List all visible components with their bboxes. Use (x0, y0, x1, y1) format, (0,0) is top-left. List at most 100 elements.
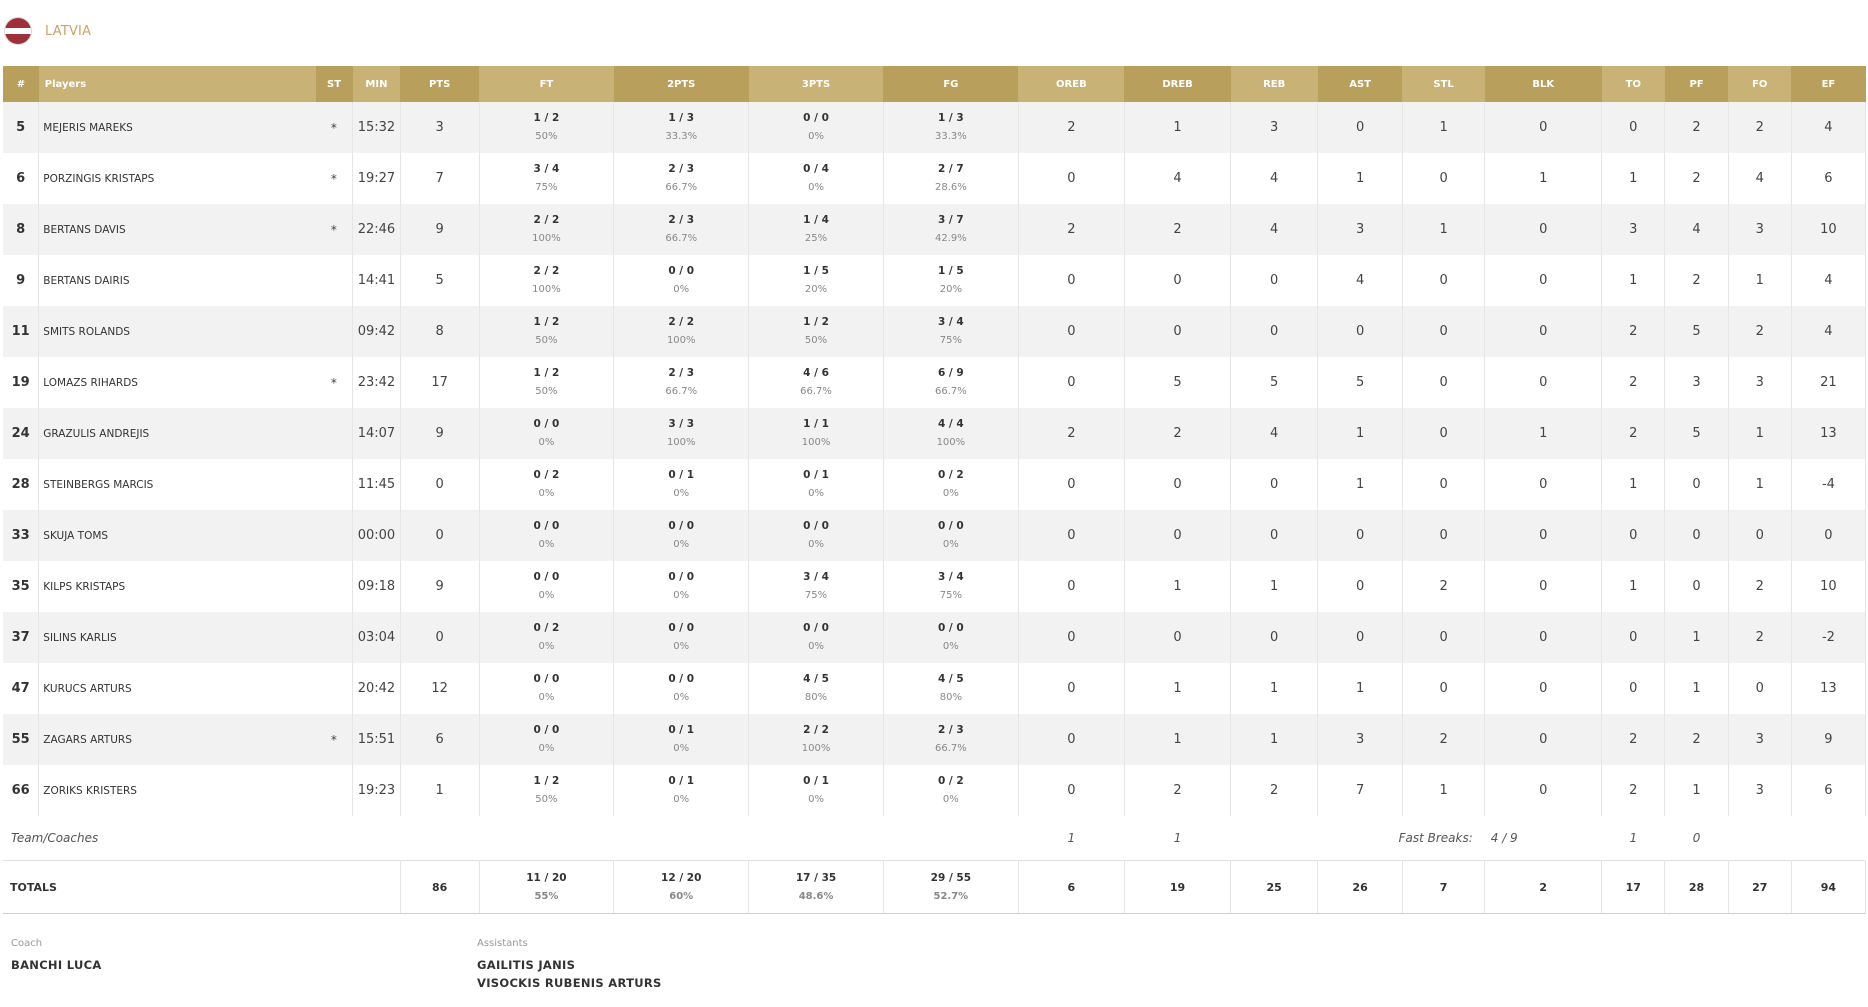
player-name[interactable]: ZORIKS KRISTERS (43, 784, 137, 797)
col-header-stl[interactable]: STL (1402, 66, 1485, 102)
two-pointers: 0 / 0 0% (613, 663, 750, 714)
team-coaches-label: Team/Coaches (3, 816, 1019, 861)
col-header-blk[interactable]: BLK (1484, 66, 1602, 102)
minutes: 20:42 (352, 663, 401, 714)
free-throws-made-attempted: 0 / 2 (533, 622, 560, 634)
field-goals-percentage: 20% (939, 284, 962, 295)
assists: 0 (1317, 102, 1403, 153)
col-header-number[interactable]: # (3, 66, 39, 102)
col-header-fg[interactable]: FG (883, 66, 1019, 102)
starter-mark (315, 765, 354, 816)
col-header-reb[interactable]: REB (1230, 66, 1318, 102)
two-pointers-made-attempted: 0 / 0 (668, 622, 695, 634)
free-throws: 1 / 2 50% (479, 306, 615, 357)
team-name: LATVIA (45, 23, 92, 39)
three-pointers: 3 / 4 75% (748, 561, 884, 612)
field-goals: 3 / 4 75% (883, 306, 1019, 357)
player-row: 24 GRAZULIS ANDREJIS 14:07 9 0 / 0 0% 3 / 3 100… (3, 408, 1867, 459)
steals: 0 (1402, 357, 1486, 408)
efficiency: 21 (1791, 357, 1867, 408)
three-pointers-made-attempted: 1 / 2 (803, 316, 829, 328)
fouls-drawn: 1 (1728, 255, 1792, 306)
two-pointers-made-attempted: 0 / 0 (668, 673, 695, 685)
col-header-fo[interactable]: FO (1728, 66, 1792, 102)
player-name[interactable]: KURUCS ARTURS (43, 682, 132, 695)
rebounds: 0 (1230, 459, 1319, 510)
starter-mark (315, 663, 354, 714)
col-header-pts[interactable]: PTS (400, 66, 480, 102)
blocks: 0 (1484, 255, 1603, 306)
player-name[interactable]: PORZINGIS KRISTAPS (43, 172, 155, 185)
rebounds: 1 (1230, 561, 1319, 612)
turnovers: 1 (1601, 153, 1666, 204)
player-name[interactable]: SILINS KARLIS (38, 612, 316, 663)
col-header-ast[interactable]: AST (1317, 66, 1403, 102)
three-pointers: 0 / 1 0% (748, 765, 884, 816)
player-number: 11 (3, 306, 40, 357)
field-goals-made-attempted: 0 / 0 (937, 622, 964, 634)
points: 1 (400, 765, 480, 816)
free-throws-percentage: 0% (538, 437, 555, 448)
col-header-dreb[interactable]: DREB (1124, 66, 1231, 102)
player-row: 37 SILINS KARLIS 03:04 0 0 / 2 0% 0 / 0 0% 0 / 0… (3, 612, 1867, 663)
col-header-st[interactable]: ST (315, 66, 353, 102)
col-header-ef[interactable]: EF (1791, 66, 1866, 102)
starter-mark (315, 510, 354, 561)
three-pointers: 0 / 4 0% (748, 153, 884, 204)
col-header-min[interactable]: MIN (352, 66, 401, 102)
col-header-players[interactable]: Players (38, 66, 316, 102)
two-pointers-percentage: 0% (673, 539, 690, 550)
col-header-3pts[interactable]: 3PTS (748, 66, 884, 102)
totals-label: TOTALS (3, 860, 401, 914)
starter-mark: * (315, 204, 354, 255)
field-goals-percentage: 42.9% (934, 233, 967, 244)
two-pointers-made-attempted: 2 / 2 (668, 316, 695, 328)
player-name[interactable]: SMITS ROLANDS (38, 306, 316, 357)
player-number: 6 (3, 153, 40, 204)
player-name[interactable]: ZAGARS ARTURS (38, 714, 316, 765)
points: 7 (400, 153, 480, 204)
three-pointers: 0 / 0 0% (748, 102, 884, 153)
points: 3 (400, 102, 480, 153)
two-pointers-made-attempted: 1 / 3 (668, 112, 695, 124)
free-throws-made-attempted: 1 / 2 (533, 112, 560, 124)
total-assists: 26 (1317, 860, 1403, 914)
player-name[interactable]: BERTANS DAIRIS (43, 274, 130, 287)
player-name[interactable]: KILPS KRISTAPS (43, 580, 126, 593)
free-throws-made-attempted: 0 / 0 (533, 571, 560, 583)
field-goals-percentage: 100% (936, 437, 966, 448)
free-throws: 3 / 4 75% (479, 153, 615, 204)
box-score-table: # Players ST MIN PTS FT 2PTS 3PTS FG OREB DREB REB A… (3, 66, 1867, 914)
col-header-pf[interactable]: PF (1664, 66, 1729, 102)
player-number: 9 (3, 255, 40, 306)
player-name[interactable]: LOMAZS RIHARDS (43, 376, 138, 389)
three-pointers: 4 / 5 80% (748, 663, 884, 714)
col-header-ft[interactable]: FT (479, 66, 614, 102)
player-name[interactable]: MEJERIS MAREKS (38, 102, 316, 153)
starter-mark (315, 612, 354, 663)
fouls-drawn: 2 (1728, 306, 1792, 357)
player-name[interactable]: BERTANS DAVIS (38, 204, 316, 255)
three-pointers: 2 / 2 100% (748, 714, 884, 765)
total-free-throws-percentage: 55% (534, 890, 559, 902)
rebounds: 1 (1230, 714, 1319, 765)
fouls-drawn: 4 (1728, 153, 1792, 204)
player-name[interactable]: SKUJA TOMS (38, 510, 316, 561)
total-two-pointers: 12 / 20 60% (613, 860, 750, 914)
two-pointers: 2 / 2 100% (613, 306, 750, 357)
assists: 0 (1317, 612, 1403, 663)
player-name[interactable]: STEINBERGS MARCIS (43, 478, 154, 491)
field-goals-made-attempted: 1 / 3 (937, 112, 964, 124)
player-name[interactable]: GRAZULIS ANDREJIS (38, 408, 316, 459)
col-header-2pts[interactable]: 2PTS (613, 66, 749, 102)
minutes: 14:07 (352, 408, 401, 459)
free-throws-made-attempted: 0 / 0 (533, 520, 560, 532)
two-pointers-made-attempted: 2 / 3 (668, 163, 695, 175)
col-header-oreb[interactable]: OREB (1018, 66, 1125, 102)
player-row: 47 KURUCS ARTURS 20:42 12 0 / 0 0% 0 / 0 0% 4 / … (3, 663, 1867, 714)
field-goals-percentage: 80% (939, 692, 962, 703)
minutes: 23:42 (352, 357, 401, 408)
fouls-drawn: 2 (1728, 102, 1792, 153)
col-header-to[interactable]: TO (1601, 66, 1665, 102)
